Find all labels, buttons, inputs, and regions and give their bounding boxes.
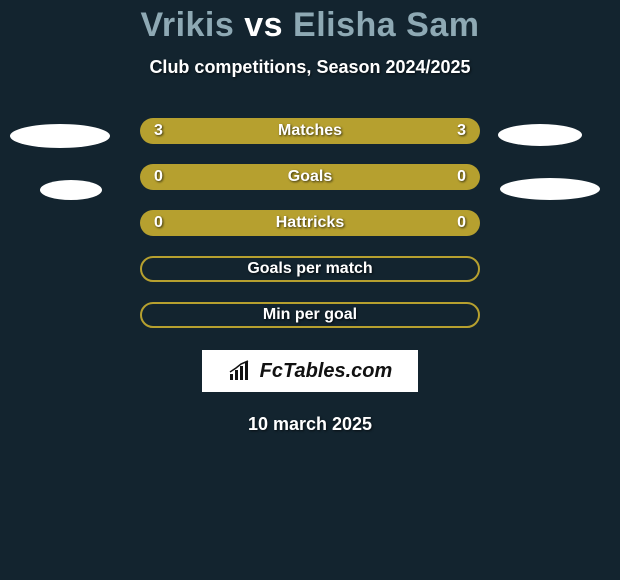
date-text: 10 march 2025 bbox=[0, 414, 620, 435]
decorative-ellipse bbox=[10, 124, 110, 148]
decorative-ellipse bbox=[498, 124, 582, 146]
title-vs: vs bbox=[244, 6, 283, 44]
logo-text: FcTables.com bbox=[260, 360, 393, 383]
subtitle: Club competitions, Season 2024/2025 bbox=[0, 57, 620, 78]
stat-row: 3Matches3 bbox=[140, 118, 480, 144]
page-title: Vrikis vs Elisha Sam bbox=[0, 0, 620, 45]
title-player1: Vrikis bbox=[141, 6, 235, 44]
decorative-ellipse bbox=[500, 178, 600, 200]
stats-container: 3Matches3 0Goals0 0Hattricks0 Goals per mat… bbox=[0, 118, 620, 328]
stat-row: 0Goals0 bbox=[140, 164, 480, 190]
decorative-ellipse bbox=[40, 180, 102, 200]
stat-label: Hattricks bbox=[140, 214, 480, 232]
chart-icon bbox=[228, 360, 254, 382]
title-player2: Elisha Sam bbox=[293, 6, 479, 44]
stat-label: Goals bbox=[140, 168, 480, 186]
logo-box: FcTables.com bbox=[202, 350, 418, 392]
stat-label: Matches bbox=[140, 122, 480, 140]
comparison-card: Vrikis vs Elisha Sam Club competitions, … bbox=[0, 0, 620, 580]
stat-label: Goals per match bbox=[142, 260, 478, 278]
stat-row: 0Hattricks0 bbox=[140, 210, 480, 236]
stat-label: Min per goal bbox=[142, 306, 478, 324]
stat-row: Goals per match bbox=[140, 256, 480, 282]
stat-row: Min per goal bbox=[140, 302, 480, 328]
